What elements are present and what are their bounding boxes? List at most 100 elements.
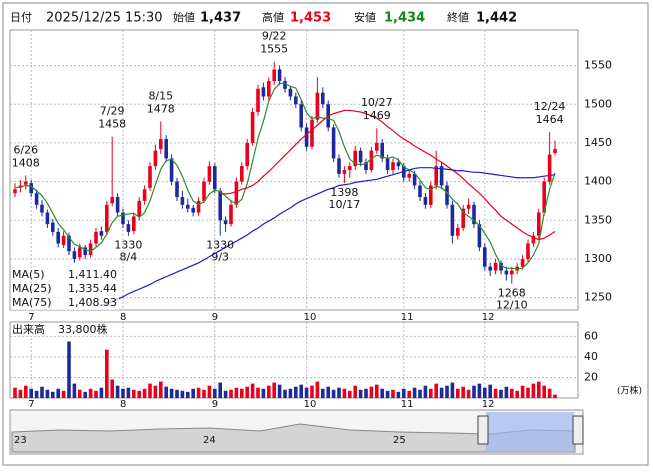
volume-bar [315,381,320,398]
volume-bar [483,387,487,398]
volume-bar [547,388,552,398]
volume-bar [423,385,428,398]
navigator-label: 25 [393,435,406,446]
annotation-value: 1555 [260,43,288,56]
volume-bar [299,384,303,398]
candle-body [115,197,120,213]
candle-body [461,208,465,229]
candle-body [45,212,50,225]
candle-body [466,204,471,209]
ma-line [14,82,556,270]
annotation-value: 1458 [98,118,126,131]
candle-body [207,166,212,182]
volume-bar [245,386,249,398]
open: 1,437 [200,11,241,26]
label: 終値 [447,10,469,24]
annotation-date: 12/10 [496,299,528,312]
candle-body [304,127,309,147]
volume-bar [439,387,444,398]
legend-name: MA(25) [12,282,52,295]
candle-body [423,197,428,205]
navigator-window[interactable] [486,412,574,452]
candle-body [88,243,93,256]
candle-body [358,150,363,163]
candle-body [267,81,271,97]
volume-bar [337,387,341,398]
volume-bar [159,381,163,398]
candle-body [29,183,33,194]
volume-bar [531,383,536,398]
volume-bar [348,390,352,398]
volume-bar [288,388,293,398]
legend-value: 1,335.44 [68,282,117,295]
volume-bar [418,389,422,398]
volume-bar [13,387,17,398]
x-tick-label: 10 [304,312,317,323]
volume-bar [191,388,195,398]
candle-body [288,88,293,97]
annotation-date: 9/22 [262,30,287,43]
candle-body [83,247,87,256]
x-tick-label: 9 [212,399,218,410]
candle-body [348,166,352,170]
legend-bg [11,283,119,296]
navigator-handle[interactable] [477,415,489,445]
candle-body [439,166,444,186]
candle-body [294,96,298,105]
candle-body [445,185,449,205]
volume-bar [94,390,98,398]
volume-bar [196,387,201,398]
candle-body [51,222,55,232]
annotation-date: 9/3 [211,251,229,264]
volume-bar [250,383,255,398]
candle-body [105,204,109,232]
candle-body [78,247,82,258]
navigator-handle[interactable] [572,415,584,445]
volume-bar [267,385,271,398]
volume-bar [542,385,546,398]
candle-body [321,92,325,105]
x-tick-label: 10 [304,399,317,410]
volume-bar [504,386,509,398]
candle-body [412,173,417,186]
volume-bar [450,382,455,398]
volume-bar [56,388,60,398]
volume-bar [51,391,55,398]
price-panel [9,29,579,311]
navigator: 23 24 25 [9,409,584,455]
volume-bar [326,386,330,398]
volume-bar [40,386,44,398]
x-tick-label: 11 [401,399,414,410]
candle-body [202,181,206,201]
candle-body [234,181,239,205]
volume-bar [396,391,401,398]
candle-body [488,266,492,271]
candle-body [94,231,98,244]
volume-bar [261,388,266,398]
volume-bar [402,388,406,398]
candle-body [542,181,546,213]
annotation-value: 1408 [12,156,40,169]
y-tick-label: 60 [584,329,598,342]
candle-body [153,150,158,167]
volume-bar [115,385,120,398]
annotation-date: 7/29 [100,105,125,118]
label: 始値 [173,10,195,24]
annotation-value: 1330 [114,239,142,252]
close: 1,442 [476,11,517,26]
candle-body [256,88,260,112]
y-tick-label: 1300 [584,252,612,265]
volume-title-bg [11,323,111,336]
volume-bar [321,388,325,398]
annotation-date: 8/4 [120,251,138,264]
candle-body [72,251,77,259]
candle-body [132,216,136,232]
candle-body [547,154,552,182]
volume-bar [240,388,244,398]
candle-body [13,189,17,194]
volume-bar [83,391,87,398]
volume-bar [223,390,228,398]
candle-body [186,204,190,209]
candle-body [310,119,314,147]
